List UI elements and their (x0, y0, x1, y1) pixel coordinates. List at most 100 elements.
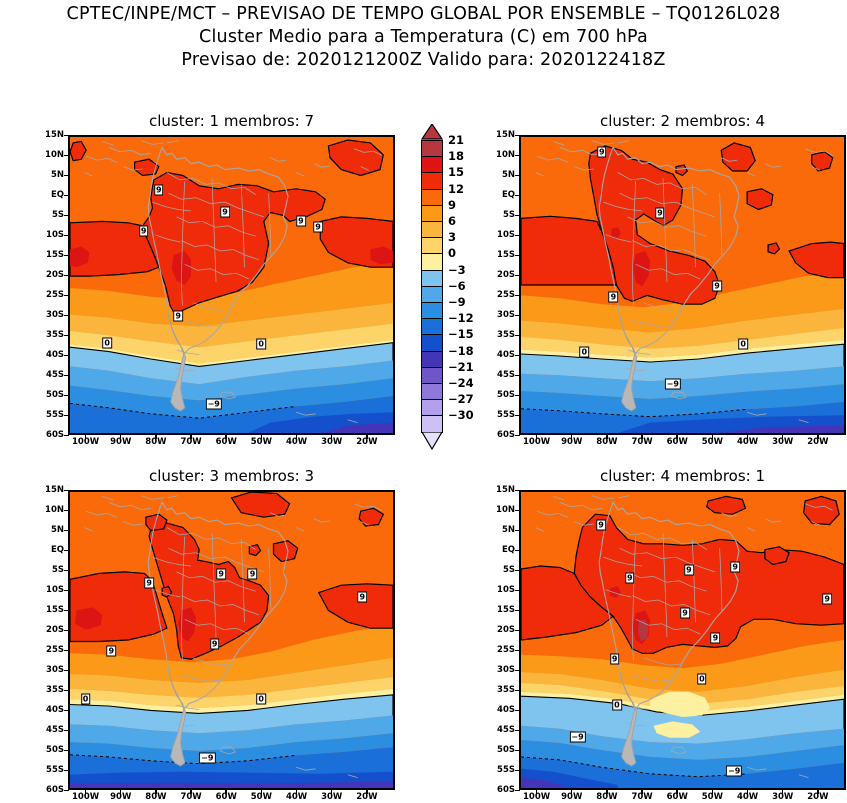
y-axis-tick (64, 789, 69, 791)
y-axis-tick-label: 55S (497, 765, 515, 775)
colorbar-band (421, 156, 443, 174)
y-axis-tick-label: 15S (46, 250, 64, 260)
x-axis-tick-label: 100W (72, 437, 100, 447)
contour-label: 9 (596, 146, 607, 158)
y-axis-tick-label: 45S (497, 370, 515, 380)
y-axis-tick (515, 214, 520, 216)
y-axis-tick-label: 30S (46, 310, 64, 320)
andes-relief (619, 669, 637, 767)
y-axis-tick-label: 15N (45, 130, 64, 140)
y-axis-tick-label: 50S (46, 390, 64, 400)
y-axis-tick (515, 589, 520, 591)
y-axis-tick (64, 414, 69, 416)
x-axis-tick (711, 434, 714, 439)
y-axis-tick-label: 10S (46, 585, 64, 595)
x-axis-tick-label: 40W (285, 437, 308, 447)
y-axis-tick-label: EQ (501, 545, 515, 555)
y-axis-tick-label: 5N (501, 525, 515, 535)
colorbar-tick-label: 3 (448, 230, 457, 245)
y-axis-tick-label: 50S (497, 745, 515, 755)
y-axis-tick (515, 749, 520, 751)
y-axis-tick (64, 609, 69, 611)
chart-header: CPTEC/INPE/MCT – PREVISAO DE TEMPO GLOBA… (0, 3, 847, 72)
plot-area-cluster-4[interactable]: 9 9 9 9 9 9 9 9 0 0 −9 −9 (519, 490, 846, 790)
y-axis-tick (515, 314, 520, 316)
colorbar-tick-label: −18 (448, 343, 474, 358)
x-axis-tick-label: 90W (110, 792, 132, 802)
contour-label: 9 (822, 593, 832, 605)
x-axis-tick (84, 789, 87, 794)
colorbar-tick-label: 18 (448, 149, 465, 164)
y-axis-tick (64, 274, 69, 276)
y-axis-tick-label: 5S (502, 210, 515, 220)
contour-label: 9 (710, 632, 721, 644)
y-axis-tick (515, 414, 520, 416)
contour-label: 9 (209, 638, 220, 650)
y-axis-tick (64, 254, 69, 256)
y-axis-tick-label: 10S (497, 230, 515, 240)
x-axis-tick-label: 80W (145, 437, 167, 447)
contour-label: −9 (726, 765, 743, 777)
y-axis-tick (64, 709, 69, 711)
contour-label: 9 (625, 572, 635, 584)
y-axis-tick (64, 509, 69, 511)
y-axis-tick (515, 569, 520, 571)
colorbar-band (421, 318, 443, 336)
panel-title-cluster-2: cluster: 2 membros: 4 (599, 112, 766, 130)
contour-label: −9 (205, 398, 222, 410)
colorbar-band (421, 269, 443, 287)
y-axis-tick (515, 234, 520, 236)
contour-label: −9 (569, 731, 586, 743)
y-axis-tick-label: 20S (497, 270, 515, 280)
x-axis-tick-label: 50W (250, 437, 272, 447)
colorbar-band (421, 188, 443, 206)
y-axis-tick (515, 509, 520, 511)
plot-area-cluster-3[interactable]: 9 9 9 9 9 9 0 0 −9 (68, 490, 395, 790)
y-axis-tick-label: 60S (497, 785, 515, 795)
x-axis-tick (155, 789, 157, 794)
colorbar-tick-label: −21 (448, 359, 474, 374)
contour-label: 9 (730, 561, 740, 573)
x-axis-tick-label: 40W (736, 437, 759, 447)
y-axis-tick (64, 374, 69, 376)
y-axis-tick-label: 60S (46, 430, 64, 440)
contour-field-cluster-4 (521, 492, 844, 788)
contour-label: 9 (712, 280, 722, 292)
colorbar-band (421, 366, 443, 384)
x-axis-tick-label: 20W (807, 437, 829, 447)
y-axis-tick-label: 45S (46, 725, 64, 735)
y-axis-tick-label: 20S (497, 625, 515, 635)
colorbar-tick-label: −24 (448, 376, 474, 390)
y-axis-tick-label: 5S (502, 565, 515, 575)
y-axis-tick (64, 134, 69, 136)
andes-relief (168, 669, 186, 767)
colorbar-tick-label: −3 (448, 262, 466, 277)
y-axis-tick-label: 15N (45, 485, 64, 495)
y-axis-tick (64, 629, 69, 631)
x-axis-tick-label: 70W (180, 792, 202, 802)
x-axis-tick (711, 789, 714, 794)
colorbar-tick-label: −12 (448, 311, 474, 326)
plot-area-cluster-2[interactable]: 9 9 9 9 0 0 −9 (519, 135, 846, 435)
x-axis-tick (295, 434, 298, 439)
x-axis-tick (606, 434, 608, 439)
contour-label: 9 (680, 607, 690, 619)
x-axis-tick (641, 789, 643, 794)
colorbar-band (421, 221, 443, 239)
x-axis-tick-label: 30W (772, 792, 794, 802)
plot-area-cluster-1[interactable]: 9 9 9 9 9 9 0 0 −9 (68, 135, 395, 435)
contour-label: −9 (199, 752, 216, 764)
y-axis-tick-label: EQ (50, 190, 64, 200)
header-line-times: Previsao de: 2020121200Z Valido para: 20… (181, 50, 666, 70)
y-axis-tick (515, 254, 520, 256)
x-axis-tick-label: 100W (72, 792, 100, 802)
x-axis-tick (190, 789, 192, 794)
y-axis-tick (64, 749, 69, 751)
contour-label: 9 (609, 653, 620, 665)
x-axis-tick (155, 434, 157, 439)
y-axis-tick-label: 10S (497, 585, 515, 595)
y-axis-tick-label: 35S (497, 330, 515, 340)
y-axis-tick-label: 40S (46, 350, 64, 360)
